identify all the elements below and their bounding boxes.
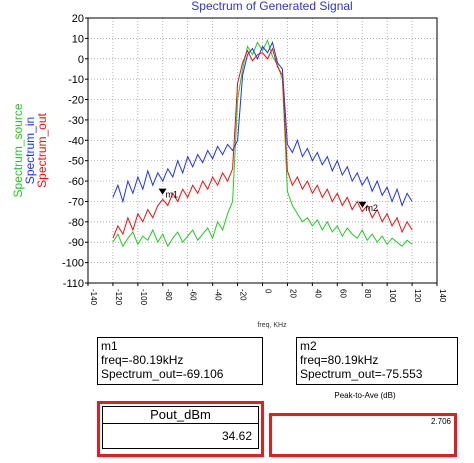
x-tick-label: -80 xyxy=(164,289,173,301)
y-tick-label: -10 xyxy=(68,74,84,86)
series-line xyxy=(112,47,413,239)
y-tick-label: 0 xyxy=(78,54,84,66)
readout-value: Spectrum_out=-69.106 xyxy=(101,367,224,381)
legend-entry: Spectrum_out xyxy=(35,112,49,187)
marker-label: m2 xyxy=(365,203,378,213)
pout-table: Pout_dBm 34.62 xyxy=(97,401,264,457)
x-tick-label: -40 xyxy=(214,289,223,301)
readout-name: m2 xyxy=(300,339,317,353)
chart-title: Spectrum of Generated Signal xyxy=(191,0,352,13)
x-tick-label: 60 xyxy=(338,289,347,298)
y-tick-label: -60 xyxy=(68,176,84,188)
series-line xyxy=(112,39,413,248)
y-tick-label: -20 xyxy=(68,95,84,107)
peak-value: 2.706 xyxy=(430,417,451,426)
chart: Spectrum of Generated Signal freq, KHz -… xyxy=(11,0,447,329)
x-tick-label: 20 xyxy=(288,289,297,298)
marker xyxy=(158,188,167,195)
x-axis-label: freq, KHz xyxy=(257,322,287,329)
y-tick-label: -110 xyxy=(63,278,84,290)
x-tick-label: 40 xyxy=(313,289,322,298)
y-tick-label: -30 xyxy=(68,115,84,127)
readout-value: Spectrum_out=-75.553 xyxy=(300,367,423,381)
y-tick-label: -50 xyxy=(68,156,84,168)
x-tick-label: 140 xyxy=(438,289,447,303)
legend-entry: Spectrum_in xyxy=(23,117,37,184)
y-tick-label: -80 xyxy=(68,217,84,229)
peak-header: Peak-to-Ave (dB) xyxy=(334,391,396,400)
legend-entry: Spectrum_source xyxy=(11,103,25,197)
y-tick-label: 10 xyxy=(72,33,84,45)
x-tick-label: 0 xyxy=(264,289,273,294)
x-tick-label: -120 xyxy=(114,289,123,306)
readout-freq: freq=80.19kHz xyxy=(300,353,379,367)
x-tick-label: -60 xyxy=(189,289,198,301)
x-tick-label: -140 xyxy=(89,289,98,306)
marker-readout: m2 freq=80.19kHz Spectrum_out=-75.553 xyxy=(296,337,458,385)
marker-readout: m1 freq=-80.19kHz Spectrum_out=-69.106 xyxy=(97,337,263,385)
pout-header: Pout_dBm xyxy=(102,406,259,424)
y-tick-label: 20 xyxy=(72,13,84,25)
marker-label: m1 xyxy=(166,190,179,200)
pout-value: 34.62 xyxy=(102,424,259,449)
x-tick-label: 100 xyxy=(388,289,397,303)
y-tick-label: -100 xyxy=(62,258,84,270)
y-tick-label: -70 xyxy=(68,196,84,208)
plot-frame xyxy=(87,17,438,284)
peak-table: 2.706 xyxy=(269,413,457,457)
x-tick-label: 120 xyxy=(413,289,422,303)
readout-name: m1 xyxy=(101,339,118,353)
marker xyxy=(358,201,367,208)
x-tick-label: 80 xyxy=(363,289,372,298)
y-tick-label: -90 xyxy=(68,237,84,249)
readout-freq: freq=-80.19kHz xyxy=(101,353,184,367)
series-line xyxy=(112,41,413,207)
x-tick-label: -20 xyxy=(239,289,248,301)
x-tick-label: -100 xyxy=(139,289,148,306)
y-tick-label: -40 xyxy=(68,135,84,147)
